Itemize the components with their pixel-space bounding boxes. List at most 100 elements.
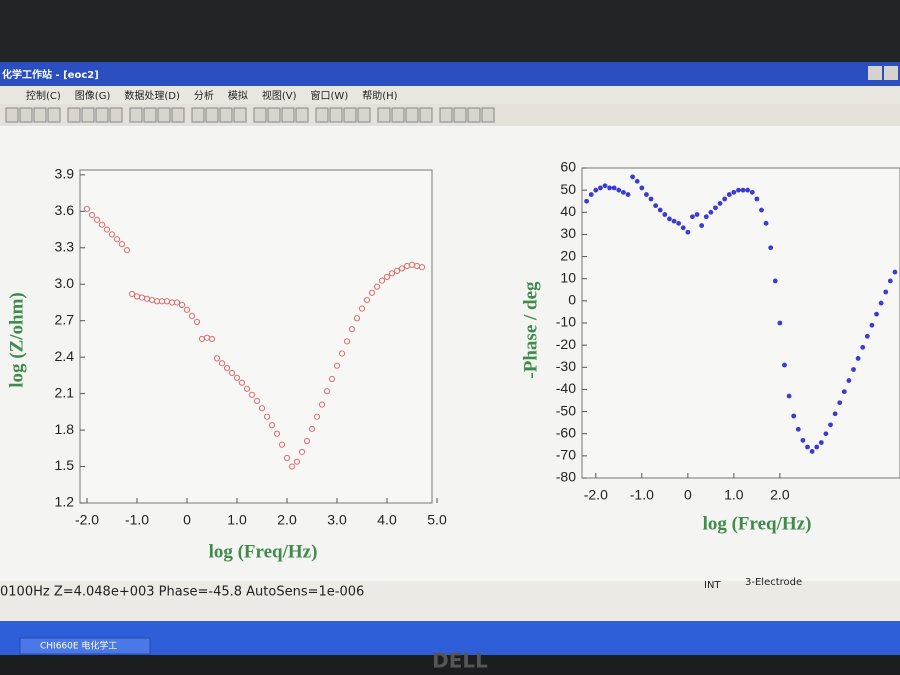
data-point	[745, 187, 751, 193]
y-tick-label: 60	[560, 159, 576, 175]
menu-item[interactable]: 视图(V)	[262, 89, 297, 102]
data-point	[887, 278, 893, 284]
data-point	[648, 196, 654, 202]
tool-button[interactable]	[67, 107, 81, 123]
y-tick-label: 50	[560, 181, 576, 197]
data-point	[841, 389, 847, 395]
tool-button[interactable]	[267, 107, 281, 123]
tool-button[interactable]	[81, 107, 95, 123]
tool-button[interactable]	[5, 107, 19, 123]
tool-button[interactable]	[191, 107, 205, 123]
data-point	[343, 338, 351, 345]
x-tick-label: 0	[684, 487, 692, 503]
y-tick-label: -30	[556, 358, 576, 374]
tool-button[interactable]	[205, 107, 219, 123]
data-point	[173, 299, 181, 306]
data-point	[768, 245, 774, 251]
y-tick-label: 1.8	[55, 421, 75, 437]
tool-button[interactable]	[219, 107, 233, 123]
tool-button[interactable]	[129, 107, 143, 123]
data-point	[363, 296, 371, 304]
plot-frame	[581, 167, 900, 479]
menu-item[interactable]: 帮助(H)	[362, 89, 397, 102]
data-point	[828, 422, 833, 428]
tool-button[interactable]	[47, 107, 61, 123]
x-tick-label: 2.0	[277, 512, 297, 528]
data-point	[869, 322, 875, 328]
data-point	[772, 278, 778, 284]
tool-button[interactable]	[171, 107, 185, 123]
tool-button[interactable]	[143, 107, 157, 123]
data-point	[703, 214, 709, 220]
tool-button[interactable]	[343, 107, 357, 123]
data-point	[338, 350, 346, 357]
data-point	[653, 203, 659, 209]
brand-logo: DELL	[432, 649, 488, 673]
data-point	[223, 364, 231, 372]
menu-item[interactable]: 窗口(W)	[311, 89, 349, 102]
data-point	[851, 367, 856, 372]
x-tick-label: 4.0	[377, 512, 397, 528]
data-point	[178, 301, 186, 309]
menu-item[interactable]: 数据处理(D)	[124, 89, 180, 102]
data-point	[598, 185, 603, 191]
tool-button[interactable]	[157, 107, 171, 123]
y-tick-label: 20	[560, 247, 576, 263]
data-point	[373, 283, 381, 290]
status-electrode: 3-Electrode	[745, 577, 802, 588]
tool-button[interactable]	[453, 107, 467, 123]
tool-button[interactable]	[329, 107, 343, 123]
minimize-button[interactable]	[868, 66, 882, 80]
data-point	[208, 335, 216, 343]
maximize-button[interactable]	[884, 66, 898, 80]
tool-button[interactable]	[481, 107, 495, 123]
y-axis-title: -Phase / deg	[520, 281, 541, 379]
tool-button[interactable]	[33, 107, 47, 123]
data-point	[777, 320, 783, 326]
menu-item[interactable]: 分析	[194, 89, 214, 102]
data-point	[795, 426, 801, 432]
data-point	[128, 290, 136, 298]
data-point	[103, 226, 111, 233]
data-point	[763, 220, 769, 226]
tool-button[interactable]	[233, 107, 247, 123]
taskbar-button[interactable]	[19, 637, 151, 655]
tool-button[interactable]	[391, 107, 405, 123]
y-tick-label: 3.9	[55, 166, 75, 182]
window-title: 化学工作站 - [eoc2]	[2, 68, 99, 81]
x-axis-title: log (Freq/Hz)	[209, 541, 318, 562]
menu-item[interactable]: 控制(C)	[26, 89, 61, 102]
data-point	[398, 265, 406, 272]
y-tick-label: 40	[560, 203, 576, 219]
data-point	[731, 189, 737, 195]
tool-button[interactable]	[419, 107, 433, 123]
data-point	[243, 385, 251, 392]
y-tick-label: 1.2	[55, 494, 75, 510]
tool-button[interactable]	[19, 107, 33, 123]
data-point	[644, 192, 649, 197]
tool-button[interactable]	[439, 107, 453, 123]
y-tick-label: 30	[560, 225, 576, 241]
data-point	[298, 448, 306, 456]
menu-item[interactable]: 模拟	[228, 89, 248, 102]
tool-button[interactable]	[467, 107, 481, 123]
status-bar	[0, 581, 900, 621]
data-point	[233, 374, 241, 381]
tool-button[interactable]	[357, 107, 371, 123]
tool-button[interactable]	[405, 107, 419, 123]
tool-button[interactable]	[315, 107, 329, 123]
data-point	[353, 315, 361, 322]
y-tick-label: -70	[556, 447, 576, 463]
tool-button[interactable]	[95, 107, 109, 123]
y-tick-label: 3.6	[55, 202, 75, 218]
menu-item[interactable]: 图像(G)	[75, 90, 111, 102]
data-point	[713, 205, 718, 211]
tool-button[interactable]	[377, 107, 391, 123]
tool-button[interactable]	[109, 107, 123, 123]
x-tick-label: -2.0	[584, 487, 608, 503]
y-tick-label: 3.0	[55, 275, 75, 291]
tool-button[interactable]	[295, 107, 309, 123]
tool-button[interactable]	[281, 107, 295, 123]
tool-button[interactable]	[253, 107, 267, 123]
x-tick-label: -2.0	[75, 512, 99, 528]
